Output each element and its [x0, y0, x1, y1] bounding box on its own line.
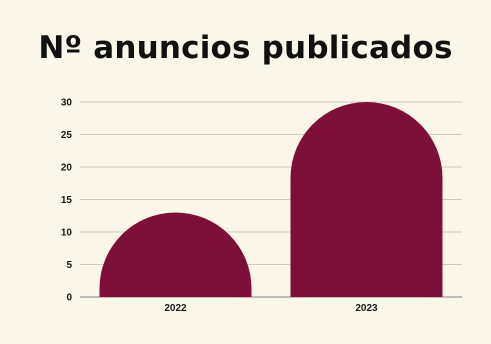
- y-tick-label: 5: [66, 260, 72, 271]
- y-tick-label: 0: [66, 293, 72, 304]
- label-layer: 0 5 10 15 20 25 30 2022 2023: [61, 98, 378, 315]
- y-tick-label: 20: [61, 163, 73, 174]
- chart-title: Nº anuncios publicados: [38, 30, 453, 66]
- x-category-label: 2023: [355, 303, 378, 314]
- bar-2023: [290, 102, 443, 298]
- y-tick-label: 25: [61, 130, 73, 141]
- y-tick-label: 15: [61, 195, 73, 206]
- x-category-label: 2022: [164, 303, 187, 314]
- y-tick-label: 30: [61, 98, 73, 109]
- y-tick-label: 10: [61, 228, 73, 239]
- bar-2022: [99, 212, 252, 297]
- bar-layer: [99, 102, 443, 298]
